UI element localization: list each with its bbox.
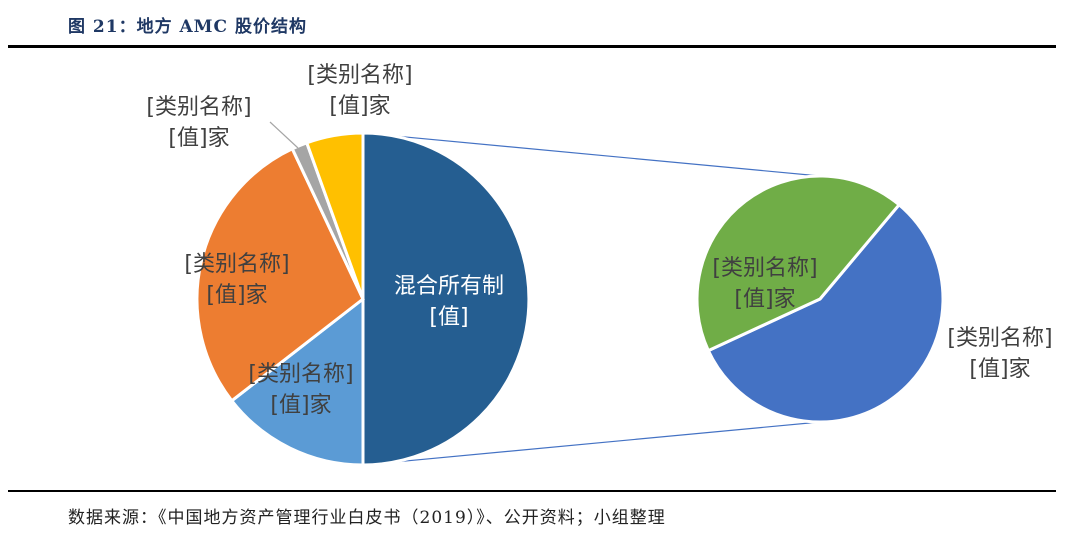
- secondary-pie-slice-2: [695, 174, 902, 353]
- main-pie-label-4-value: [值]家: [168, 126, 229, 151]
- main-pie-label-4-category: [类别名称]: [146, 95, 251, 120]
- leader-line-gray: [269, 121, 299, 149]
- main-pie-label-5-value: [值]家: [329, 94, 390, 119]
- secondary-pie-label-1-value: [值]家: [734, 287, 795, 312]
- main-pie-slice-5: [304, 131, 365, 300]
- main-pie-label-3-category: [类别名称]: [184, 252, 289, 277]
- leader-lines: [269, 121, 299, 149]
- figure-title: 图 21：地方 AMC 股价结构: [68, 17, 307, 37]
- secondary-pie-label-1-category: [类别名称]: [712, 256, 817, 281]
- main-pie-label-2-category: [类别名称]: [248, 362, 353, 387]
- main-pie-label-1-category: 混合所有制: [394, 274, 504, 299]
- secondary-pie-label-2-value: [值]家: [969, 357, 1030, 382]
- main-pie-label-3-value: [值]家: [206, 283, 267, 308]
- source-note: 数据来源：《中国地方资产管理行业白皮书（2019）》、公开资料；小组整理: [68, 508, 666, 528]
- main-pie-slice-2: [229, 295, 365, 467]
- bottom-rule: [8, 490, 1056, 492]
- main-pie-label-2-value: [值]家: [270, 393, 331, 418]
- connector-line-top: [362, 132, 821, 177]
- secondary-pie-slice-1: [706, 202, 945, 424]
- secondary-pie: [695, 174, 945, 424]
- data-labels: 混合所有制 [值] [类别名称] [值]家 [类别名称] [值]家 [类别名称] [值]家 [类…: [146, 63, 1052, 418]
- main-pie-label-1-value: [值]: [429, 305, 468, 330]
- main-pie-label-5-category: [类别名称]: [307, 63, 412, 88]
- connector-lines: [362, 132, 821, 466]
- top-rule: [8, 45, 1056, 48]
- main-pie: [195, 131, 531, 467]
- secondary-pie-label-2-category: [类别名称]: [947, 326, 1052, 351]
- main-pie-slice-1: [361, 131, 531, 467]
- connector-line-bottom: [362, 421, 821, 466]
